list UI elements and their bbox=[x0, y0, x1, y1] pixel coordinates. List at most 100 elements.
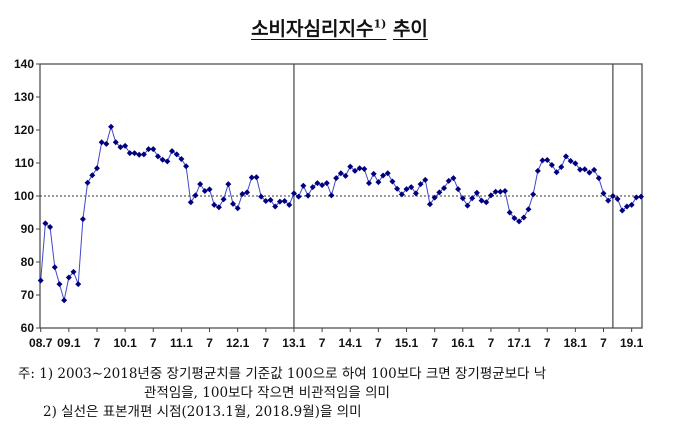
data-point-marker bbox=[389, 178, 396, 185]
title-main: 소비자심리지수 bbox=[251, 18, 374, 40]
data-point-marker bbox=[436, 189, 443, 196]
data-point-marker bbox=[262, 197, 269, 204]
footnotes: 주: 1) 2003∼2018년중 장기평균치를 기준값 100으로 하여 10… bbox=[18, 365, 546, 422]
data-point-marker bbox=[300, 182, 307, 189]
data-point-marker bbox=[84, 179, 91, 186]
data-point-marker bbox=[572, 160, 579, 167]
data-point-marker bbox=[239, 191, 246, 198]
data-point-marker bbox=[431, 194, 438, 201]
data-point-marker bbox=[520, 214, 527, 221]
data-point-marker bbox=[473, 189, 480, 196]
data-point-marker bbox=[492, 188, 499, 195]
data-point-marker bbox=[244, 189, 251, 196]
data-point-marker bbox=[426, 201, 433, 208]
data-point-marker bbox=[229, 200, 236, 207]
data-point-marker bbox=[126, 150, 133, 157]
data-point-marker bbox=[502, 188, 509, 195]
data-point-marker bbox=[497, 188, 504, 195]
footnote-2: 2) 실선은 표본개편 시점(2013.1월, 2018.9월)을 의미 bbox=[43, 404, 362, 420]
x-tick-label: 09.1 bbox=[57, 336, 81, 350]
data-point-marker bbox=[323, 180, 330, 187]
data-point-marker bbox=[370, 170, 377, 177]
data-point-marker bbox=[225, 181, 232, 188]
x-tick-label: 7 bbox=[94, 336, 101, 350]
title-footnote-mark: 1) bbox=[373, 17, 387, 31]
data-point-marker bbox=[558, 163, 565, 170]
x-tick-label: 7 bbox=[375, 336, 382, 350]
data-point-marker bbox=[562, 153, 569, 160]
data-point-marker bbox=[136, 151, 143, 158]
data-point-marker bbox=[154, 153, 161, 160]
data-point-marker bbox=[530, 191, 537, 198]
data-point-marker bbox=[201, 188, 208, 195]
data-point-marker bbox=[70, 268, 77, 275]
data-point-marker bbox=[553, 169, 560, 176]
data-point-marker bbox=[577, 166, 584, 173]
y-tick-label: 70 bbox=[21, 288, 35, 302]
data-point-marker bbox=[183, 163, 190, 170]
data-point-marker bbox=[394, 185, 401, 192]
data-point-marker bbox=[211, 201, 218, 208]
y-tick-label: 90 bbox=[21, 222, 35, 236]
x-tick-label: 7 bbox=[431, 336, 438, 350]
y-tick-label: 120 bbox=[14, 123, 34, 137]
data-point-marker bbox=[328, 192, 335, 199]
data-point-marker bbox=[469, 195, 476, 202]
data-point-marker bbox=[441, 185, 448, 192]
data-point-marker bbox=[65, 274, 72, 281]
title-suffix: 추이 bbox=[392, 18, 428, 40]
data-point-marker bbox=[272, 203, 279, 210]
data-point-marker bbox=[375, 179, 382, 186]
data-point-marker bbox=[286, 201, 293, 208]
data-point-marker bbox=[150, 146, 157, 153]
data-point-marker bbox=[609, 193, 616, 199]
data-point-marker bbox=[47, 224, 54, 231]
data-point-marker bbox=[295, 193, 302, 200]
data-point-marker bbox=[42, 220, 49, 227]
data-point-marker bbox=[633, 194, 640, 201]
data-point-marker bbox=[351, 167, 358, 174]
x-tick-label: 15.1 bbox=[395, 336, 419, 350]
data-point-marker bbox=[614, 195, 621, 202]
data-point-marker bbox=[145, 146, 152, 153]
footnote-1-cont: 관적임을, 100보다 작으면 비관적임을 의미 bbox=[144, 385, 390, 401]
y-tick-label: 60 bbox=[21, 321, 35, 335]
data-point-marker bbox=[581, 166, 588, 173]
data-point-marker bbox=[122, 142, 129, 149]
x-tick-label: 7 bbox=[206, 336, 213, 350]
data-point-marker bbox=[290, 190, 297, 197]
x-tick-label: 12.1 bbox=[226, 336, 250, 350]
data-point-marker bbox=[366, 180, 372, 187]
data-point-marker bbox=[248, 174, 255, 181]
x-tick-label: 7 bbox=[544, 336, 551, 350]
data-point-marker bbox=[422, 176, 429, 183]
data-point-marker bbox=[314, 180, 321, 187]
data-point-marker bbox=[61, 297, 68, 304]
x-tick-label: 08.7 bbox=[29, 336, 53, 350]
data-point-marker bbox=[98, 139, 105, 146]
data-point-marker bbox=[417, 181, 424, 188]
x-tick-label: 19.1 bbox=[620, 336, 644, 350]
data-point-marker bbox=[586, 169, 593, 176]
x-tick-label: 7 bbox=[262, 336, 269, 350]
data-point-marker bbox=[103, 140, 110, 147]
x-tick-label: 7 bbox=[319, 336, 326, 350]
data-point-marker bbox=[333, 175, 340, 182]
data-point-marker bbox=[403, 186, 410, 193]
data-point-marker bbox=[215, 204, 222, 211]
data-point-marker bbox=[511, 215, 518, 222]
line-chart: 60 70 80 90 100 110 120 130 140 08.7 09.1 7 10.1 7 11.… bbox=[14, 57, 645, 350]
data-point-marker bbox=[605, 197, 612, 204]
data-point-marker bbox=[412, 190, 419, 197]
data-point-marker bbox=[516, 218, 523, 225]
data-point-marker bbox=[347, 163, 354, 170]
y-tick-label: 110 bbox=[15, 156, 35, 170]
data-point-marker bbox=[305, 192, 312, 199]
data-point-marker bbox=[258, 193, 265, 200]
y-tick-label: 140 bbox=[14, 57, 34, 71]
x-tick-label: 7 bbox=[488, 336, 495, 350]
data-point-marker bbox=[455, 186, 462, 193]
data-point-marker bbox=[309, 184, 316, 191]
data-point-marker bbox=[628, 201, 635, 208]
data-point-marker bbox=[164, 158, 171, 165]
